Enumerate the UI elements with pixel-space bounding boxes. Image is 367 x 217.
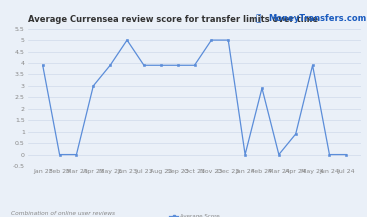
Text: Average Currensea review score for transfer limits over time: Average Currensea review score for trans…: [28, 15, 318, 24]
Text: MoneyTransfers.com: MoneyTransfers.com: [268, 14, 366, 23]
Text: ⎘: ⎘: [256, 14, 261, 23]
Legend: Average Score: Average Score: [167, 212, 222, 217]
Text: Combination of online user reviews: Combination of online user reviews: [11, 211, 115, 216]
